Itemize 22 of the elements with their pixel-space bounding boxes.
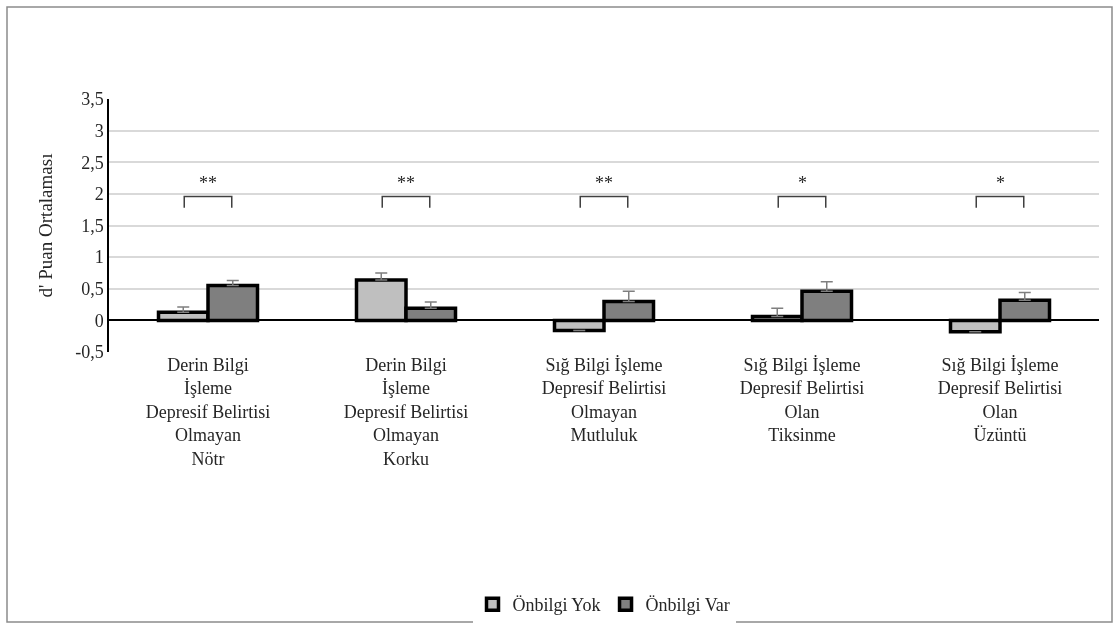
y-tick-label: -0,5 [75, 342, 104, 363]
annotation: ** [199, 173, 217, 193]
x-tick-label: Derin Bilgi İşleme Depresif Belirtisi Olmayan Nötr [145, 355, 271, 469]
x-tick-label: Sığ Bilgi İşleme Depresif Belirtisi Olmayan Mutluluk [541, 355, 667, 446]
legend-label: Önbilgi Yok [512, 595, 601, 616]
x-tick-label: Sığ Bilgi İşleme Depresif Belirtisi Olan Üzüntü [937, 355, 1063, 446]
legend-label: Önbilgi Var [645, 595, 730, 616]
x-tick-label: Sığ Bilgi İşleme Depresif Belirtisi Olan Tiksinme [739, 355, 865, 446]
y-tick-label: 3,5 [81, 89, 104, 110]
y-tick-label: 2 [94, 184, 104, 205]
annotation: * [798, 173, 807, 193]
annotation: * [996, 173, 1005, 193]
y-tick-label: 3 [94, 120, 104, 141]
y-tick-label: 2,5 [81, 152, 104, 173]
y-tick-label: 0,5 [81, 279, 104, 300]
x-tick-label: Derin Bilgi İşleme Depresif Belirtisi Olmayan Korku [343, 355, 469, 469]
y-axis-title: d' Puan Ortalaması [34, 153, 56, 298]
y-tick-label: 1 [94, 247, 104, 268]
y-tick-label: 1,5 [81, 215, 104, 236]
y-tick-label: 0 [94, 310, 104, 331]
annotation: ** [397, 173, 415, 193]
annotation: ** [595, 173, 613, 193]
